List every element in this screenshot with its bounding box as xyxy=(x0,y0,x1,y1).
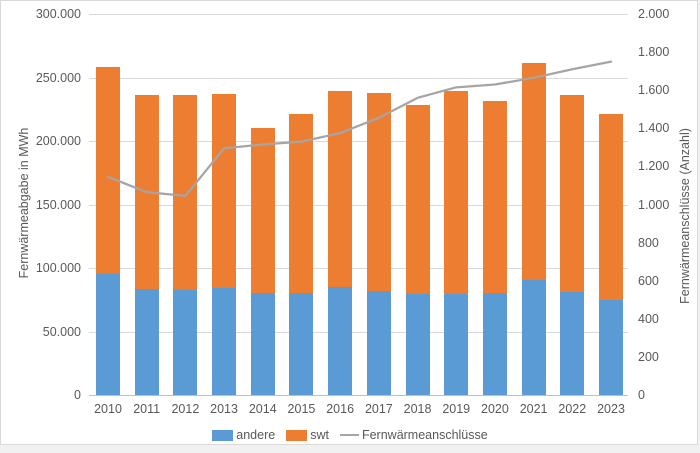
bar-swt xyxy=(366,92,391,291)
y-axis-left-tick-label: 150.000 xyxy=(35,197,81,212)
legend-label-andere: andere xyxy=(236,428,276,442)
legend-swatch-andere xyxy=(212,429,234,441)
y-axis-right-tick-label: 2.000 xyxy=(638,7,670,21)
y-axis-right-tick-label: 200 xyxy=(638,349,659,364)
y-axis-left-tick-label: 300.000 xyxy=(35,7,81,21)
bar-andere xyxy=(250,293,275,395)
gridline xyxy=(89,14,628,15)
bar-andere xyxy=(328,287,353,395)
x-axis-tick-label: 2013 xyxy=(210,402,238,416)
y-axis-left-tick-label: 200.000 xyxy=(35,134,81,148)
y-axis-right-tick-label: 1.400 xyxy=(638,121,670,136)
y-axis-left-tick-label: 250.000 xyxy=(35,70,81,85)
bar-swt xyxy=(444,90,469,295)
chart-frame: 0 50.000 100.000 150.000 200.000 250.000 300.0… xyxy=(0,0,698,445)
bar-andere xyxy=(560,292,585,395)
y-axis-left-title: Fernwärmeabgabe in MWh xyxy=(17,127,31,279)
legend: andere swt Fernwärmeanschlüsse xyxy=(1,428,699,442)
y-axis-right-tick-label: 1.600 xyxy=(638,83,670,98)
bar-andere xyxy=(599,299,623,395)
x-axis-tick-label: 2019 xyxy=(442,402,471,416)
bar-andere xyxy=(482,292,507,395)
bar-andere xyxy=(289,293,314,395)
gridline xyxy=(89,77,628,79)
legend-item-swt: swt xyxy=(286,428,329,442)
bar-swt xyxy=(482,100,507,293)
y-axis-right-title: Fernwärmeanschlüsse (Anzahl) xyxy=(678,128,692,304)
x-axis-tick-label: 2022 xyxy=(558,402,587,416)
gridline xyxy=(89,204,628,206)
y-axis-right-tick-label: 0 xyxy=(638,388,645,402)
legend-item-fernwaermeanschluesse: Fernwärmeanschlüsse xyxy=(339,428,488,442)
x-axis-tick-label: 2018 xyxy=(403,402,432,416)
bar-swt xyxy=(96,67,120,275)
y-axis-right-tick-label: 1.200 xyxy=(638,159,670,174)
bar-andere xyxy=(212,287,237,395)
bar-swt xyxy=(599,113,623,300)
x-axis-tick-label: 2020 xyxy=(481,402,509,416)
legend-item-andere: andere xyxy=(212,428,275,442)
gridline xyxy=(89,141,628,142)
x-axis-tick-label: 2015 xyxy=(287,402,316,416)
x-axis-tick-label: 2021 xyxy=(519,402,548,416)
gridline xyxy=(89,268,628,269)
bar-andere xyxy=(521,280,546,395)
x-axis-tick-label: 2011 xyxy=(133,402,161,416)
bar-andere xyxy=(96,274,120,395)
bar-swt xyxy=(173,95,198,290)
y-axis-right-tick-label: 1.000 xyxy=(638,197,670,212)
x-axis-tick-label: 2023 xyxy=(597,402,625,416)
y-axis-right-tick-label: 600 xyxy=(638,273,659,288)
bar-swt xyxy=(560,94,585,293)
x-axis-tick-label: 2014 xyxy=(248,402,277,416)
y-axis-left-tick-label: 100.000 xyxy=(35,261,81,275)
bar-swt xyxy=(328,90,353,288)
y-axis-left-tick-label: 0 xyxy=(74,388,81,402)
bar-swt xyxy=(212,94,237,288)
gridline xyxy=(89,331,628,333)
bar-andere xyxy=(366,290,391,395)
x-axis-line xyxy=(89,395,628,396)
y-axis-left-tick-label: 50.000 xyxy=(42,324,81,339)
bar-andere xyxy=(173,289,198,395)
bar-andere xyxy=(444,294,469,395)
bar-andere xyxy=(405,294,430,395)
bar-andere xyxy=(134,288,159,395)
y-axis-right-tick-label: 800 xyxy=(638,235,659,250)
bar-swt xyxy=(405,105,430,295)
legend-swatch-swt xyxy=(286,429,308,441)
x-axis-tick-label: 2016 xyxy=(326,402,355,416)
bar-swt xyxy=(521,62,546,281)
x-axis-tick-label: 2017 xyxy=(364,402,393,416)
bar-swt xyxy=(289,113,314,294)
y-axis-right-tick-label: 400 xyxy=(638,311,659,326)
bar-swt xyxy=(250,128,275,294)
legend-label-fernwaermeanschluesse: Fernwärmeanschlüsse xyxy=(361,428,488,442)
legend-label-swt: swt xyxy=(310,428,329,442)
x-axis-tick-label: 2010 xyxy=(94,402,122,416)
legend-line-marker xyxy=(339,433,359,437)
bar-swt xyxy=(134,95,159,289)
x-axis-tick-label: 2012 xyxy=(171,402,200,416)
y-axis-right-tick-label: 1.800 xyxy=(638,45,670,60)
